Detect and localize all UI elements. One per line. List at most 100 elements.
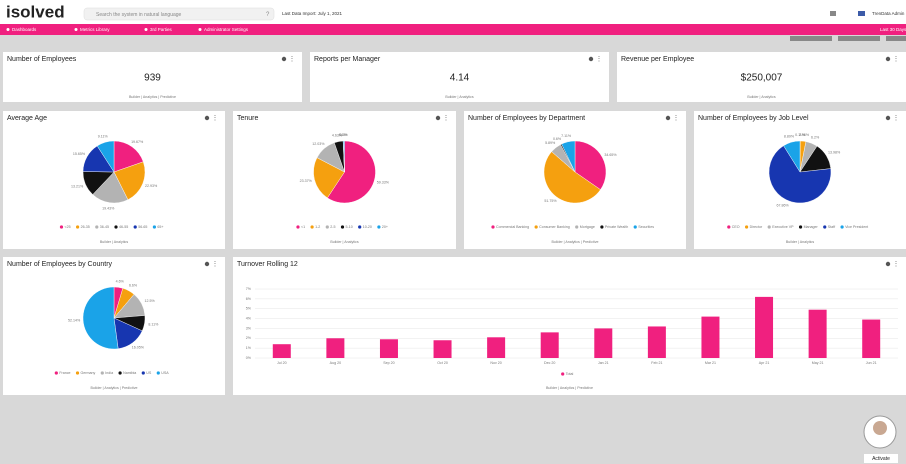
legend-label[interactable]: 20+ (382, 225, 388, 229)
legend-label[interactable]: 1-2 (315, 225, 320, 229)
card-footer: Builder | Analytics (786, 240, 815, 244)
legend-label[interactable]: CEO (732, 225, 740, 229)
legend-label[interactable]: 10-20 (363, 225, 372, 229)
y-tick-label: 1% (246, 346, 252, 350)
slice-label: 8.89% (784, 134, 795, 138)
legend-label[interactable]: USA (161, 371, 169, 375)
user-name[interactable]: TrenData Admin (872, 11, 905, 16)
menu-icon[interactable]: ⋮ (289, 57, 295, 63)
legend-swatch (75, 371, 80, 375)
legend-label[interactable]: <25 (64, 225, 70, 229)
info-icon[interactable] (885, 261, 891, 267)
slice-label: 0.6% (553, 137, 562, 141)
card-footer: Builder | Analytics | Predictive (129, 95, 176, 99)
legend-label[interactable]: Manager (804, 225, 819, 229)
x-tick-label: Apr 21 (759, 361, 770, 365)
menu-icon[interactable]: ⋮ (443, 116, 449, 122)
legend-label[interactable]: Private Wealth (605, 225, 628, 229)
logo[interactable]: isolved (6, 2, 65, 21)
toolbar-button[interactable] (886, 36, 906, 41)
menu-icon[interactable]: ⋮ (893, 57, 899, 63)
legend-label[interactable]: <1 (301, 225, 305, 229)
bar (594, 328, 613, 358)
nav-item[interactable]: Dashboards (12, 27, 37, 32)
info-icon[interactable] (204, 115, 210, 121)
legend-label[interactable]: Commercial Banking (496, 225, 529, 229)
pie-slice (543, 151, 601, 204)
toolbar-button[interactable] (838, 36, 880, 41)
legend-label[interactable]: Director (750, 225, 763, 229)
info-icon[interactable] (204, 261, 210, 267)
slice-label: 13.98% (828, 151, 841, 155)
legend-label[interactable]: Consumer Banking (539, 225, 570, 229)
slice-label: 7.11% (561, 134, 572, 138)
legend-swatch (561, 372, 565, 376)
nav-icon (144, 28, 148, 31)
slice-label: 34.65% (604, 153, 617, 157)
info-icon[interactable] (281, 56, 287, 62)
legend-label[interactable]: US (146, 371, 152, 375)
legend-label[interactable]: Mortgage (580, 225, 595, 229)
assistant-label[interactable]: Activate (872, 456, 890, 462)
legend-label[interactable]: Namibia (123, 371, 136, 375)
menu-icon[interactable]: ⋮ (596, 57, 602, 63)
legend-label[interactable]: 5-10 (346, 225, 353, 229)
nav-icon (198, 28, 202, 31)
legend-label[interactable]: Germany (81, 371, 96, 375)
x-tick-label: Jun 21 (866, 361, 877, 365)
legend-swatch (133, 225, 137, 229)
card-title: Number of Employees by Country (7, 261, 113, 268)
search-box[interactable] (83, 7, 275, 21)
legend-label[interactable]: 2-5 (330, 225, 335, 229)
legend-label[interactable]: 65+ (157, 225, 163, 229)
legend-label[interactable]: Executive VP (772, 225, 794, 229)
legend-label[interactable]: 26-35 (81, 225, 90, 229)
info-icon[interactable] (885, 115, 891, 121)
card-footer: Builder | Analytics | Predictive (90, 386, 137, 390)
slice-label: 19.43% (102, 207, 115, 211)
card-title: Number of Employees by Job Level (698, 115, 809, 122)
legend-label[interactable]: France (59, 371, 70, 375)
legend-label[interactable]: 36-45 (100, 225, 109, 229)
pie-slice (327, 140, 376, 204)
legend-label[interactable]: Vice President (845, 225, 868, 229)
legend-swatch (310, 225, 314, 229)
slice-label: 9.11% (98, 134, 109, 138)
menu-icon[interactable]: ⋮ (212, 116, 218, 122)
slice-label: 23.37% (300, 179, 313, 183)
legend-swatch (100, 371, 104, 375)
kpi-value: $250,007 (741, 73, 783, 84)
menu-icon[interactable]: ⋮ (212, 262, 218, 268)
legend-label[interactable]: 56-65 (138, 225, 147, 229)
nav-right[interactable]: Last 30 Days (880, 27, 906, 32)
nav-item[interactable]: 3rd Parties (150, 27, 173, 32)
slice-label: 0.6% (340, 133, 349, 137)
menu-icon[interactable]: ⋮ (893, 116, 899, 122)
card (310, 52, 609, 102)
legend-label[interactable]: Staff (828, 225, 835, 229)
toolbar-button[interactable] (790, 36, 832, 41)
legend-label[interactable]: India (105, 371, 113, 375)
nav-item[interactable]: Metrics Library (80, 27, 110, 32)
legend-swatch (75, 225, 80, 229)
legend-label[interactable]: Securities (638, 225, 654, 229)
menu-icon[interactable]: ⋮ (893, 262, 899, 268)
video-icon[interactable] (830, 11, 836, 16)
info-icon[interactable] (588, 56, 594, 62)
slice-label: 13.21% (71, 184, 84, 188)
help-icon[interactable]: ? (266, 12, 270, 18)
legend-swatch (377, 225, 381, 229)
card (3, 52, 302, 102)
legend-label[interactable]: 46-55 (119, 225, 128, 229)
bar (326, 338, 345, 358)
slice-label: 59.33% (377, 181, 390, 185)
nav-item[interactable]: Administrator Settings (204, 27, 249, 32)
legend-label[interactable]: Total (566, 372, 574, 376)
info-icon[interactable] (435, 115, 441, 121)
bar (433, 340, 452, 358)
info-icon[interactable] (665, 115, 671, 121)
info-icon[interactable] (885, 56, 891, 62)
menu-icon[interactable]: ⋮ (673, 116, 679, 122)
slice-label: 4.6% (116, 279, 125, 283)
